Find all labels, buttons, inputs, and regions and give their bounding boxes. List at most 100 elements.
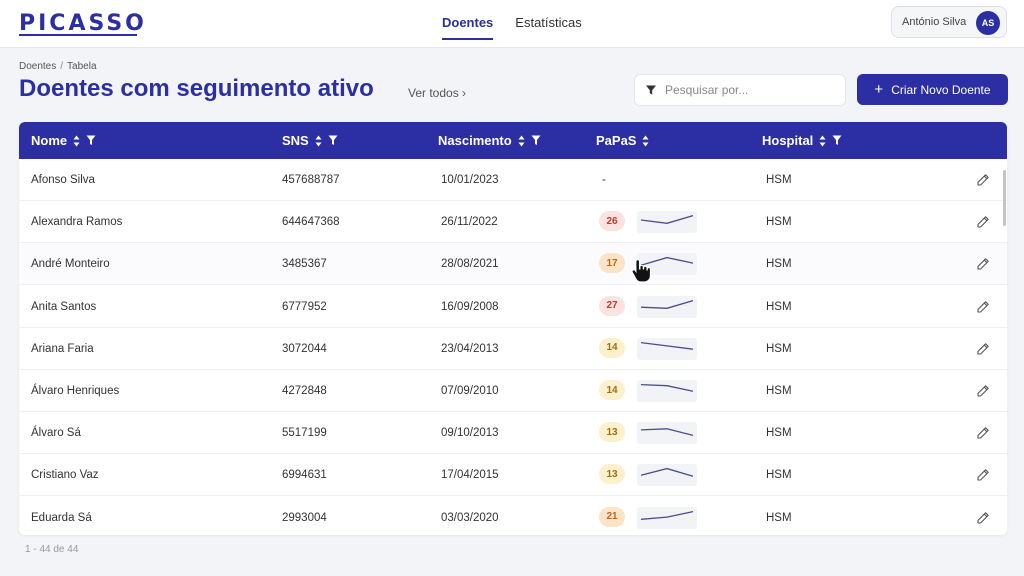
cell-name: Anita Santos (31, 300, 97, 313)
cell-name: André Monteiro (31, 258, 110, 271)
papas-score-badge: 13 (599, 422, 625, 443)
table-row[interactable]: André Monteiro 3485367 28/08/2021 17 HSM (19, 243, 1007, 286)
page-title: Doentes com seguimento ativo (19, 75, 374, 102)
table-row[interactable]: Álvaro Henriques 4272848 07/09/2010 14 HSM (19, 370, 1007, 412)
funnel-icon[interactable] (328, 135, 338, 146)
cell-sns: 644647368 (282, 216, 340, 229)
cell-birth-date: 16/09/2008 (441, 300, 499, 313)
column-header-hospital[interactable]: Hospital (762, 122, 842, 159)
funnel-icon (646, 85, 656, 95)
nav-tab-doentes[interactable]: Doentes (442, 0, 494, 48)
breadcrumb-item-doentes[interactable]: Doentes (19, 61, 57, 72)
pencil-icon[interactable] (976, 215, 990, 229)
cell-hospital: HSM (766, 427, 792, 440)
table-row[interactable]: Cristiano Vaz 6994631 17/04/2015 13 HSM (19, 454, 1007, 497)
cell-sns: 2993004 (282, 511, 327, 524)
table-row[interactable]: Afonso Silva 457688787 10/01/2023 - HSM (19, 159, 1007, 201)
sparkline-path (640, 428, 694, 437)
cell-hospital: HSM (766, 342, 792, 355)
sort-arrows-icon[interactable] (518, 135, 525, 147)
main-nav: Doentes Estatísticas (442, 0, 582, 48)
pencil-icon[interactable] (976, 342, 990, 356)
plus-icon: + (874, 81, 884, 98)
see-all-link[interactable]: Ver todos › (408, 86, 467, 100)
app-logo[interactable]: PICASSO (19, 9, 147, 37)
sparkline-path (640, 215, 694, 225)
funnel-icon[interactable] (86, 135, 96, 146)
nav-tab-estatisticas[interactable]: Estatísticas (515, 15, 582, 30)
cell-birth-date: 10/01/2023 (441, 174, 499, 186)
search-input[interactable] (665, 83, 835, 97)
papas-score-badge: 17 (599, 253, 625, 274)
papas-score-badge: 14 (599, 380, 625, 400)
cell-sns: 3485367 (282, 258, 327, 271)
logo-text: PICASSO (19, 10, 147, 36)
table-scrollbar[interactable] (1003, 170, 1006, 226)
pagination-info: 1 - 44 de 44 (25, 544, 79, 555)
cell-name: Álvaro Henriques (31, 385, 120, 397)
pencil-icon[interactable] (976, 173, 990, 187)
column-label-papas: PaPaS (596, 133, 637, 148)
column-header-sns[interactable]: SNS (282, 122, 338, 159)
table-header: Nome SNS Nascimento PaPaS Hospital (19, 122, 1007, 159)
column-label-nome: Nome (31, 133, 68, 148)
avatar: AS (976, 11, 1000, 35)
pencil-icon[interactable] (976, 511, 990, 525)
top-bar: PICASSO Doentes Estatísticas António Sil… (0, 0, 1024, 48)
cell-sns: 4272848 (282, 385, 327, 397)
sparkline-path (640, 299, 694, 309)
sort-arrows-icon[interactable] (819, 135, 826, 147)
cell-hospital: HSM (766, 385, 792, 397)
sparkline-path (640, 468, 694, 478)
papas-score-badge: 26 (599, 211, 625, 232)
cell-birth-date: 07/09/2010 (441, 385, 499, 397)
pencil-icon[interactable] (976, 384, 990, 398)
cell-hospital: HSM (766, 300, 792, 313)
table-row[interactable]: Ariana Faria 3072044 23/04/2013 14 HSM (19, 328, 1007, 370)
cell-name: Ariana Faria (31, 342, 94, 355)
sort-arrows-icon[interactable] (315, 135, 322, 147)
pencil-icon[interactable] (976, 468, 990, 482)
cell-hospital: HSM (766, 216, 792, 229)
create-patient-label: Criar Novo Doente (891, 82, 991, 97)
create-patient-button[interactable]: + Criar Novo Doente (857, 74, 1008, 105)
table-row[interactable]: Eduarda Sá 2993004 03/03/2020 21 HSM (19, 497, 1007, 535)
sort-arrows-icon[interactable] (642, 135, 649, 147)
pencil-icon[interactable] (976, 300, 990, 314)
column-header-nome[interactable]: Nome (31, 122, 96, 159)
sparkline-path (640, 341, 694, 350)
table-row[interactable]: Álvaro Sá 5517199 09/10/2013 13 HSM (19, 412, 1007, 455)
cell-birth-date: 03/03/2020 (441, 511, 499, 524)
funnel-icon[interactable] (531, 135, 541, 146)
user-name: António Silva (902, 16, 967, 28)
column-header-papas[interactable]: PaPaS (596, 122, 649, 159)
funnel-icon[interactable] (832, 135, 842, 146)
table-row[interactable]: Anita Santos 6777952 16/09/2008 27 HSM (19, 286, 1007, 328)
column-label-nascimento: Nascimento (438, 133, 512, 148)
hand-cursor-icon (631, 259, 651, 283)
breadcrumb-item-tabela: Tabela (67, 61, 97, 72)
cell-sns: 3072044 (282, 342, 327, 355)
table-row[interactable]: Alexandra Ramos 644647368 26/11/2022 26 HSM (19, 201, 1007, 244)
papas-trend-sparkline (637, 337, 697, 360)
cell-hospital: HSM (766, 511, 792, 524)
user-menu[interactable]: António Silva AS (891, 6, 1007, 38)
sparkline-path (640, 257, 694, 267)
cell-hospital: HSM (766, 174, 792, 186)
cell-sns: 457688787 (282, 174, 340, 186)
column-header-nascimento[interactable]: Nascimento (438, 122, 541, 159)
papas-trend-sparkline (637, 464, 697, 487)
pencil-icon[interactable] (976, 426, 990, 440)
papas-score-badge: 13 (599, 464, 625, 485)
cell-birth-date: 26/11/2022 (441, 216, 498, 229)
papas-trend-sparkline (637, 506, 697, 529)
search-box[interactable] (634, 74, 846, 106)
cell-name: Eduarda Sá (31, 511, 92, 524)
cell-hospital: HSM (766, 469, 792, 482)
papas-trend-sparkline (637, 211, 697, 234)
sort-arrows-icon[interactable] (73, 135, 80, 147)
cell-birth-date: 17/04/2015 (441, 469, 499, 482)
breadcrumb: Doentes / Tabela (19, 61, 97, 72)
cell-birth-date: 28/08/2021 (441, 258, 499, 271)
pencil-icon[interactable] (976, 257, 990, 271)
